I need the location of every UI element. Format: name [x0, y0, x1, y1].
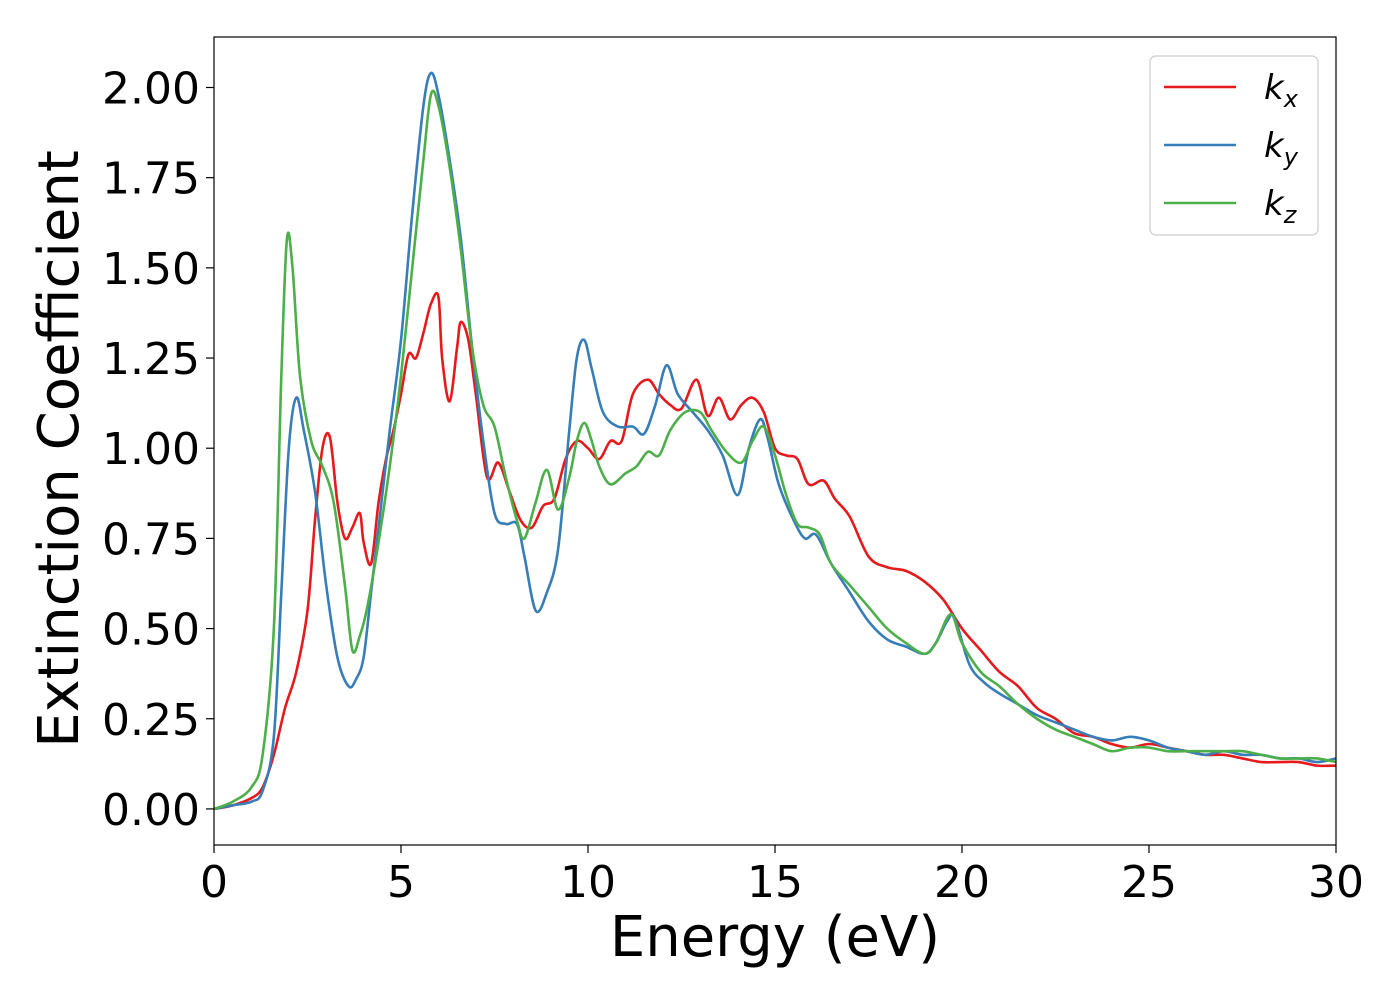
y-tick-label: 1.00: [102, 424, 200, 475]
x-tick-label: 20: [934, 857, 990, 908]
x-tick-label: 30: [1308, 857, 1364, 908]
y-tick-label: 0.50: [102, 605, 200, 656]
x-axis: 0 5 10 15 20 25 30: [200, 845, 1364, 908]
y-tick-label: 1.50: [102, 244, 200, 295]
y-tick-label: 0.75: [102, 514, 200, 565]
y-tick-label: 1.25: [102, 334, 200, 385]
y-tick-label: 0.25: [102, 695, 200, 746]
series-line-kz: [214, 89, 1336, 811]
x-tick-label: 15: [747, 857, 803, 908]
series-line-ky: [214, 71, 1336, 811]
x-tick-label: 0: [200, 857, 228, 908]
x-tick-label: 10: [560, 857, 616, 908]
y-tick-label: 1.75: [102, 154, 200, 205]
x-axis-title: Energy (eV): [610, 905, 940, 970]
y-axis-title: Extinction Coefficient: [27, 150, 92, 748]
y-tick-label: 0.00: [102, 785, 200, 836]
plot-area: [214, 71, 1336, 811]
series-line-kx: [214, 291, 1336, 811]
x-tick-label: 25: [1121, 857, 1177, 908]
y-axis: 0.00 0.25 0.50 0.75 1.00 1.25 1.50 1.75 2.00: [102, 64, 214, 836]
y-tick-label: 2.00: [102, 64, 200, 115]
x-tick-label: 5: [387, 857, 415, 908]
